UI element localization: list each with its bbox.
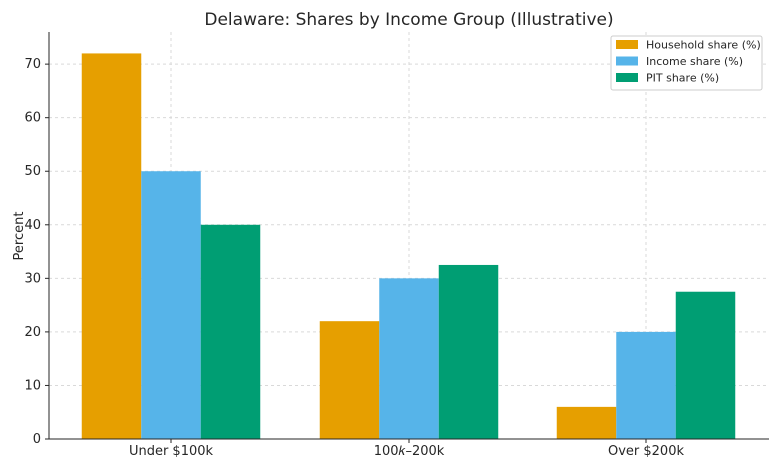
bar-income-share-1 [379, 278, 439, 439]
y-tick-label: 30 [24, 271, 41, 286]
bars-layer [81, 53, 736, 439]
y-tick-label: 20 [24, 325, 41, 340]
y-tick-label: 40 [24, 218, 41, 233]
bar-household-share-1 [319, 321, 380, 439]
legend-swatch [616, 73, 638, 82]
legend-label: Household share (%) [646, 39, 761, 52]
bar-income-share-2 [616, 331, 676, 439]
legend-label: PIT share (%) [646, 72, 719, 85]
y-tick-label: 10 [24, 378, 41, 393]
bar-household-share-2 [556, 406, 617, 439]
x-ticks: Under $100k 100𝑘–200k Over $200k [129, 439, 684, 459]
y-ticks: 0 10 20 30 40 50 60 70 [24, 57, 49, 447]
legend-swatch [616, 40, 638, 49]
chart-title: Delaware: Shares by Income Group (Illust… [204, 10, 613, 30]
bar-pit-share-1 [438, 264, 499, 439]
legend-label: Income share (%) [646, 55, 743, 68]
bar-pit-share-0 [200, 224, 261, 439]
x-tick-label: 100𝑘–200k [374, 444, 445, 459]
y-axis-label: Percent [12, 212, 27, 261]
y-tick-label: 60 [24, 111, 41, 126]
bar-income-share-0 [141, 171, 201, 439]
y-tick-label: 0 [33, 432, 41, 447]
x-tick-label: Over $200k [608, 444, 684, 459]
y-tick-label: 50 [24, 164, 41, 179]
bar-household-share-0 [81, 53, 142, 439]
x-tick-label: Under $100k [129, 444, 214, 459]
legend: Household share (%) Income share (%) PIT s… [610, 35, 763, 91]
legend-swatch [616, 56, 638, 66]
y-tick-label: 70 [24, 57, 41, 72]
legend-frame [610, 35, 763, 91]
bar-pit-share-2 [675, 291, 736, 439]
